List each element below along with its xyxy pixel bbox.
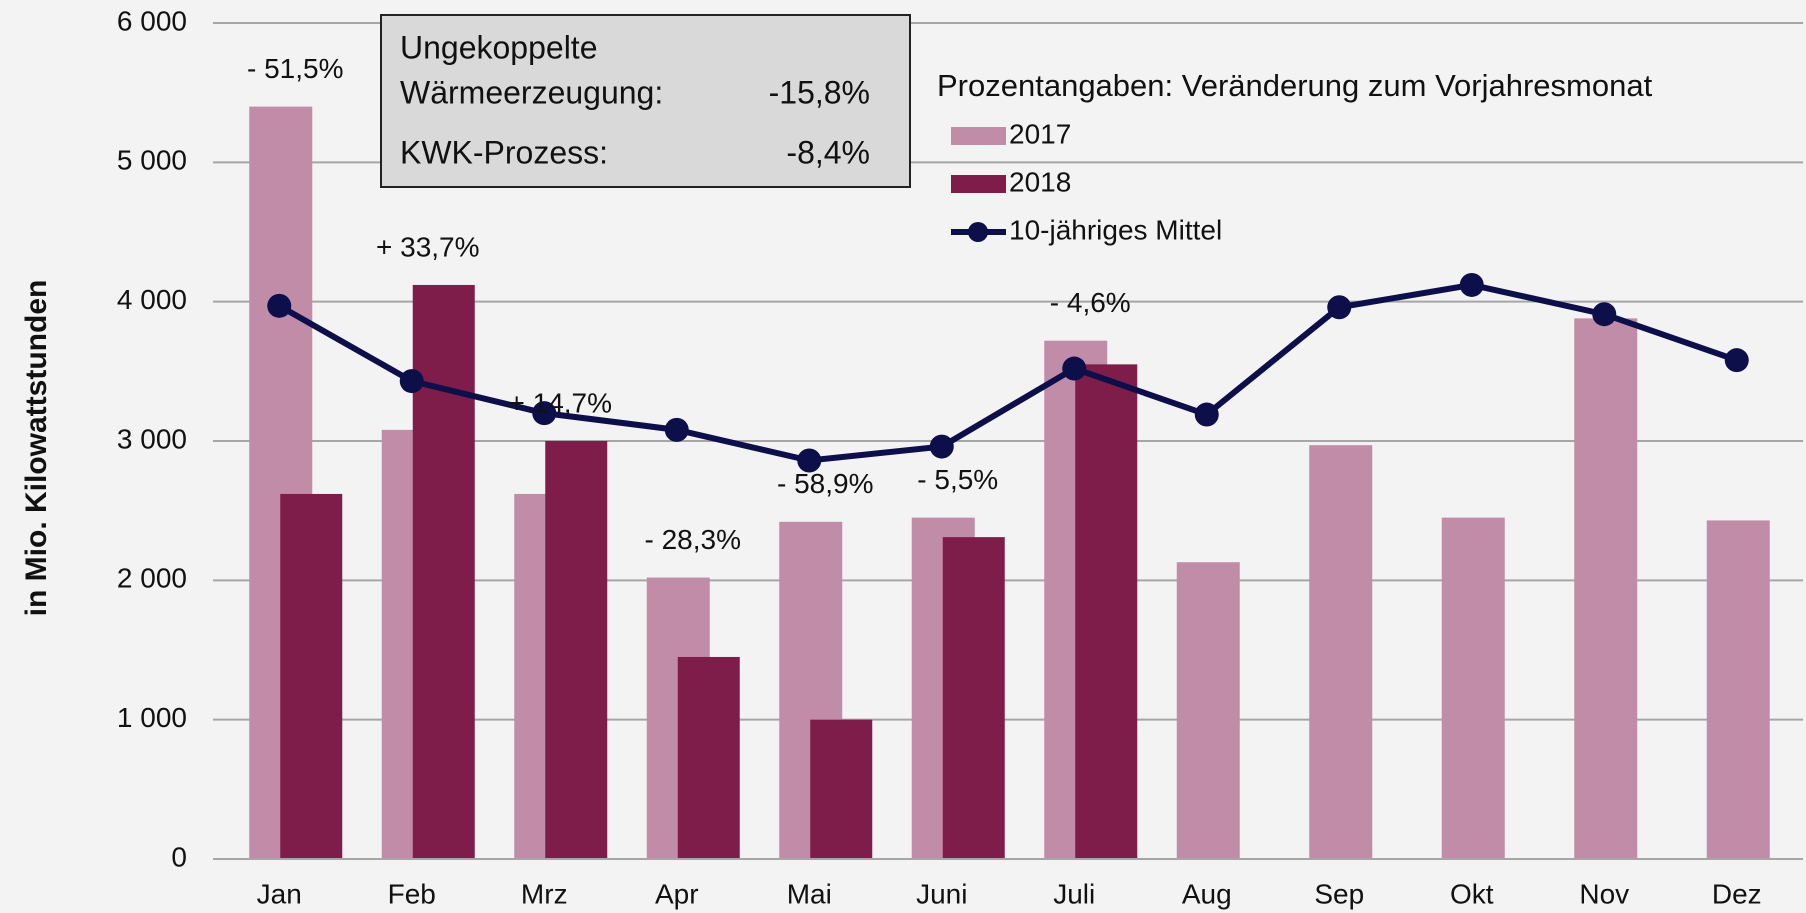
legend-swatch [951, 175, 1006, 193]
line-marker [664, 417, 689, 442]
bar [1441, 517, 1505, 859]
bar [1075, 364, 1138, 859]
x-tick-label: Juni [916, 878, 967, 909]
line-marker [1194, 402, 1219, 427]
info-box [380, 14, 911, 188]
x-tick-label: Mai [787, 878, 832, 909]
legend-swatch [968, 222, 988, 242]
x-tick-label: Juli [1053, 878, 1095, 909]
legend-label: 2018 [1009, 166, 1071, 197]
line-marker [1592, 302, 1617, 327]
legend-label: 2017 [1009, 118, 1071, 149]
info-title: Ungekoppelte [400, 29, 597, 65]
info-label: Wärmeerzeugung: [400, 74, 663, 110]
x-tick-label: Jan [257, 878, 302, 909]
change-label: + 14,7% [508, 387, 612, 418]
y-tick-label: 3 000 [117, 423, 187, 454]
line-marker [267, 293, 292, 318]
bar [1574, 318, 1638, 859]
line-marker [1459, 272, 1484, 297]
line-marker [929, 434, 954, 459]
bar [412, 284, 475, 859]
x-tick-label: Sep [1314, 878, 1364, 909]
y-tick-label: 5 000 [117, 145, 187, 176]
bar [1706, 520, 1770, 859]
legend-label: 10-jähriges Mittel [1009, 214, 1222, 245]
x-tick-label: Mrz [521, 878, 568, 909]
y-tick-label: 2 000 [117, 563, 187, 594]
change-label: - 28,3% [645, 524, 742, 555]
change-label: - 58,9% [777, 468, 874, 499]
line-marker [1724, 348, 1749, 373]
change-label: - 51,5% [247, 53, 344, 84]
y-axis-label: in Mio. Kilowattstunden [20, 280, 53, 617]
info-label: KWK-Prozess: [400, 134, 608, 170]
x-tick-label: Dez [1712, 878, 1762, 909]
bar [1309, 445, 1373, 859]
line-marker [532, 401, 557, 426]
info-value: -8,4% [786, 134, 870, 170]
line [277, 281, 1738, 464]
line-marker [797, 448, 822, 473]
y-tick-label: 1 000 [117, 702, 187, 733]
change-label: + 33,7% [376, 231, 480, 262]
legend-title: Prozentangaben: Veränderung zum Vorjahre… [937, 68, 1653, 103]
line-marker [1062, 356, 1087, 381]
bar [942, 537, 1005, 859]
y-tick-label: 0 [171, 841, 187, 872]
x-tick-label: Okt [1450, 878, 1494, 909]
bar [1176, 562, 1240, 859]
bar [545, 441, 608, 859]
bar [280, 493, 343, 859]
info-value: -15,8% [769, 74, 870, 110]
x-tick-label: Apr [655, 878, 699, 909]
legend-swatch [951, 127, 1006, 145]
y-tick-label: 4 000 [117, 284, 187, 315]
change-label: - 5,5% [917, 464, 998, 495]
x-tick-label: Feb [388, 878, 436, 909]
bar [810, 719, 873, 859]
x-tick-label: Nov [1579, 878, 1629, 909]
bar [677, 656, 740, 859]
y-tick-label: 6 000 [117, 5, 187, 36]
line-marker [399, 369, 424, 394]
line-marker [1327, 295, 1352, 320]
change-label: - 4,6% [1050, 287, 1131, 318]
x-tick-label: Aug [1182, 878, 1232, 909]
